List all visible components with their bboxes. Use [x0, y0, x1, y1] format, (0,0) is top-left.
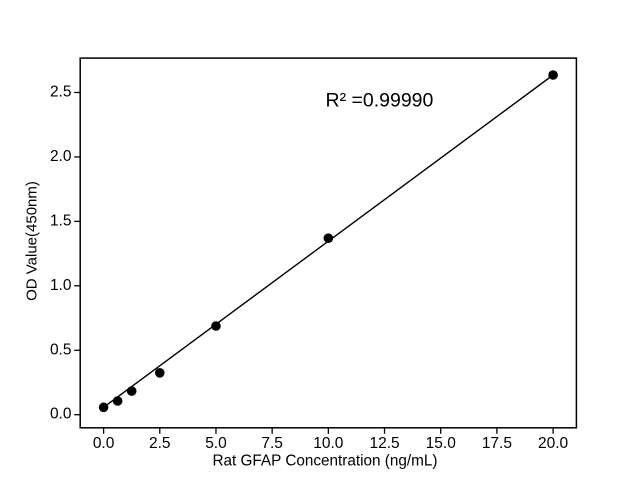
svg-text:0.0: 0.0: [50, 406, 72, 423]
svg-text:5.0: 5.0: [205, 435, 227, 452]
svg-text:10.0: 10.0: [313, 435, 344, 452]
svg-text:0.5: 0.5: [50, 341, 72, 358]
svg-text:OD Value(450nm): OD Value(450nm): [24, 181, 41, 301]
svg-text:2.5: 2.5: [149, 435, 171, 452]
svg-text:1.5: 1.5: [50, 212, 72, 229]
svg-text:2.5: 2.5: [50, 84, 72, 101]
svg-text:12.5: 12.5: [369, 435, 399, 452]
svg-text:17.5: 17.5: [482, 435, 512, 452]
svg-text:0.0: 0.0: [93, 435, 115, 452]
svg-text:2.0: 2.0: [50, 148, 72, 165]
svg-text:R² =0.99990: R² =0.99990: [326, 90, 434, 112]
svg-text:20.0: 20.0: [538, 435, 569, 452]
svg-text:7.5: 7.5: [261, 435, 283, 452]
svg-text:1.0: 1.0: [50, 277, 72, 294]
svg-text:Rat GFAP Concentration (ng/mL): Rat GFAP Concentration (ng/mL): [212, 452, 437, 469]
svg-text:15.0: 15.0: [426, 435, 457, 452]
